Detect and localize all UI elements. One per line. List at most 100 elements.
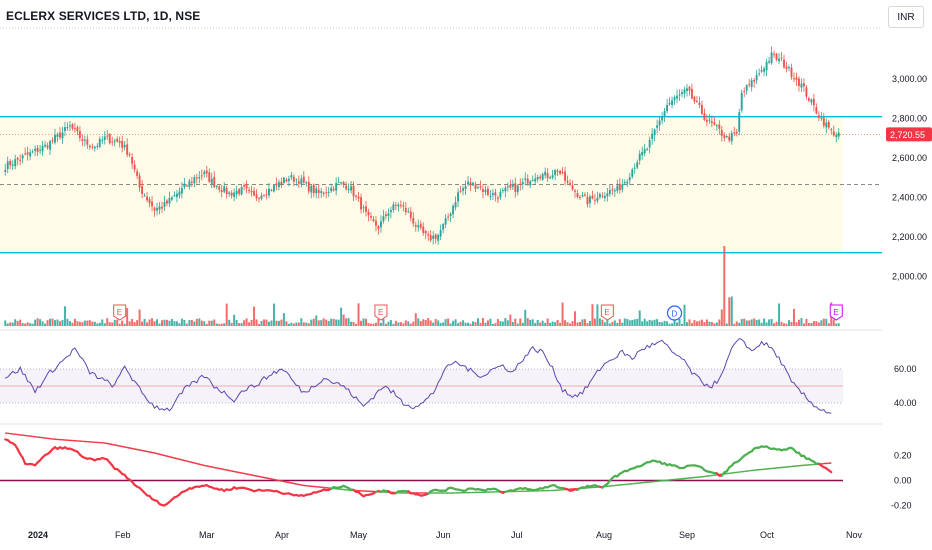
candle-body[interactable]	[770, 52, 773, 64]
candle-body[interactable]	[501, 190, 504, 192]
candle-body[interactable]	[76, 127, 79, 132]
candle-body[interactable]	[46, 145, 49, 148]
candle-body[interactable]	[424, 231, 427, 234]
candle-body[interactable]	[661, 116, 664, 121]
candle-body[interactable]	[817, 115, 820, 118]
candle-body[interactable]	[556, 170, 559, 172]
candle-body[interactable]	[494, 192, 497, 196]
candle-body[interactable]	[148, 199, 151, 204]
oscillator-pane[interactable]	[0, 432, 843, 507]
candle-body[interactable]	[29, 152, 32, 157]
candle-body[interactable]	[576, 193, 579, 198]
candle-body[interactable]	[220, 190, 223, 192]
candle-body[interactable]	[574, 190, 576, 192]
candle-body[interactable]	[695, 100, 698, 102]
candle-body[interactable]	[193, 177, 196, 184]
candle-body[interactable]	[703, 113, 706, 121]
candle-body[interactable]	[452, 205, 455, 215]
candle-body[interactable]	[691, 88, 693, 99]
candle-body[interactable]	[683, 89, 686, 94]
candle-body[interactable]	[641, 151, 644, 156]
candle-body[interactable]	[106, 135, 109, 137]
candle-body[interactable]	[444, 218, 447, 225]
candle-body[interactable]	[491, 193, 494, 196]
candle-body[interactable]	[745, 85, 748, 91]
candle-body[interactable]	[300, 178, 303, 185]
candle-body[interactable]	[263, 195, 265, 197]
candle-body[interactable]	[168, 197, 171, 204]
candle-body[interactable]	[469, 182, 472, 186]
candle-body[interactable]	[158, 206, 161, 210]
candle-body[interactable]	[638, 153, 641, 161]
candle-body[interactable]	[367, 211, 370, 216]
candle-body[interactable]	[608, 189, 611, 195]
candle-body[interactable]	[524, 178, 527, 181]
candle-body[interactable]	[203, 171, 206, 175]
candle-body[interactable]	[275, 183, 278, 186]
candle-body[interactable]	[710, 121, 713, 123]
candle-body[interactable]	[86, 139, 89, 145]
candle-body[interactable]	[569, 182, 571, 185]
candle-body[interactable]	[539, 176, 542, 179]
candle-body[interactable]	[606, 193, 609, 197]
candle-body[interactable]	[768, 61, 771, 63]
candle-body[interactable]	[509, 184, 512, 188]
candle-body[interactable]	[549, 177, 552, 179]
candle-body[interactable]	[773, 53, 776, 55]
candle-body[interactable]	[633, 167, 636, 169]
candle-body[interactable]	[370, 216, 372, 218]
currency-button[interactable]: INR	[888, 6, 924, 28]
candle-body[interactable]	[628, 177, 631, 181]
candle-body[interactable]	[442, 223, 445, 230]
candle-body[interactable]	[499, 191, 502, 198]
candle-body[interactable]	[484, 189, 487, 193]
candle-body[interactable]	[693, 96, 696, 102]
candle-body[interactable]	[755, 74, 758, 81]
candle-body[interactable]	[14, 159, 17, 167]
candle-body[interactable]	[788, 67, 790, 69]
candle-body[interactable]	[16, 158, 19, 160]
candle-body[interactable]	[715, 124, 718, 126]
candle-body[interactable]	[305, 182, 308, 184]
candle-body[interactable]	[91, 146, 94, 148]
candle-body[interactable]	[41, 145, 44, 152]
candle-body[interactable]	[646, 148, 649, 150]
candle-body[interactable]	[387, 213, 390, 217]
candle-body[interactable]	[658, 120, 661, 126]
candle-body[interactable]	[352, 185, 355, 197]
candle-body[interactable]	[790, 67, 793, 78]
candle-body[interactable]	[778, 58, 780, 62]
candle-body[interactable]	[688, 86, 691, 91]
candle-body[interactable]	[290, 175, 293, 178]
candle-body[interactable]	[464, 186, 467, 189]
candle-body[interactable]	[419, 223, 422, 228]
candle-body[interactable]	[59, 132, 61, 138]
candle-body[interactable]	[123, 145, 126, 148]
candle-body[interactable]	[295, 179, 298, 181]
candle-body[interactable]	[596, 197, 599, 201]
candle-body[interactable]	[307, 181, 310, 192]
candle-body[interactable]	[439, 230, 442, 237]
candle-body[interactable]	[355, 195, 358, 197]
candle-body[interactable]	[173, 195, 176, 197]
candle-body[interactable]	[397, 204, 400, 207]
candle-body[interactable]	[783, 59, 785, 68]
candle-body[interactable]	[454, 202, 457, 208]
candle-body[interactable]	[584, 194, 586, 196]
candle-body[interactable]	[11, 164, 14, 166]
candle-body[interactable]	[218, 186, 221, 190]
candle-body[interactable]	[210, 178, 213, 184]
candle-body[interactable]	[195, 177, 198, 179]
candle-body[interactable]	[506, 186, 509, 188]
candle-body[interactable]	[531, 180, 534, 182]
candle-body[interactable]	[474, 184, 477, 189]
candle-body[interactable]	[482, 189, 484, 192]
candle-body[interactable]	[815, 106, 818, 114]
candle-body[interactable]	[805, 87, 808, 97]
candle-body[interactable]	[101, 139, 104, 141]
candle-body[interactable]	[335, 183, 338, 191]
candle-body[interactable]	[255, 194, 258, 198]
candle-body[interactable]	[312, 184, 315, 194]
candle-body[interactable]	[108, 134, 111, 144]
